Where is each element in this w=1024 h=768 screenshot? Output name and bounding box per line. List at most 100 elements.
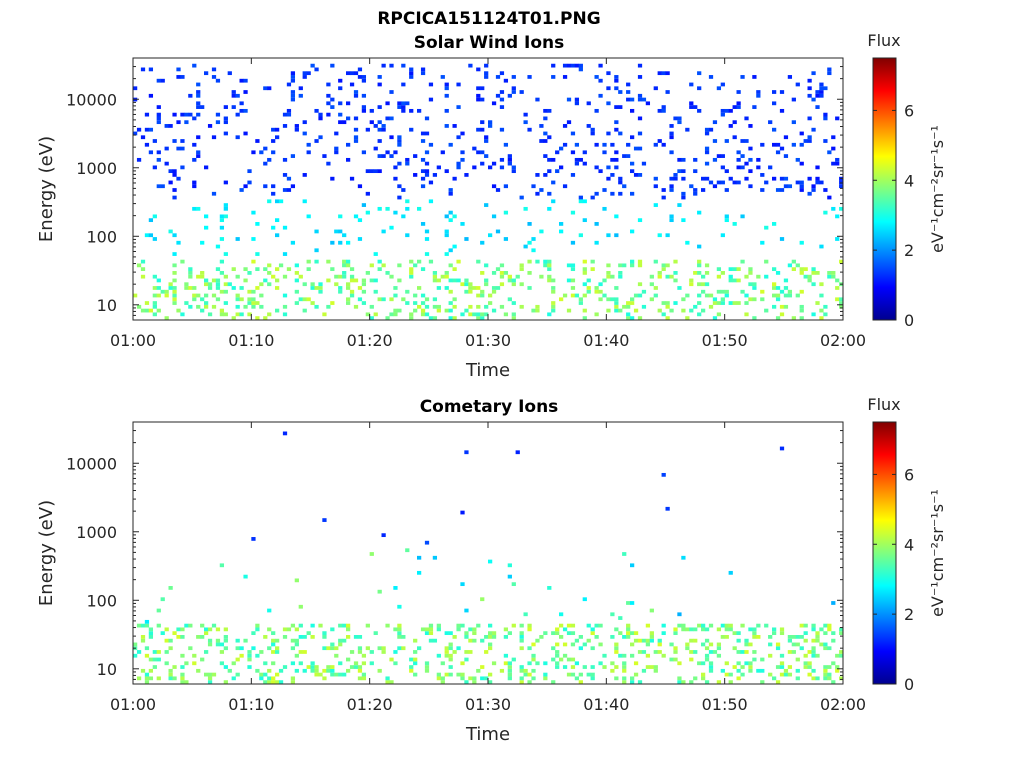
heatmap-cell xyxy=(294,124,299,128)
heatmap-cell xyxy=(255,252,260,256)
heatmap-cell xyxy=(839,676,844,681)
heatmap-cell xyxy=(357,668,363,673)
heatmap-cell xyxy=(795,157,800,162)
heatmap-cell xyxy=(306,214,311,219)
heatmap-cell xyxy=(819,180,824,185)
heatmap-cell xyxy=(361,282,367,287)
x-tick-label: 01:20 xyxy=(347,331,393,350)
heatmap-cell xyxy=(543,108,548,113)
heatmap-cell xyxy=(286,108,292,113)
heatmap-cell xyxy=(346,623,351,628)
heatmap-cell xyxy=(468,304,473,309)
heatmap-cell xyxy=(681,680,686,684)
heatmap-cell xyxy=(626,154,631,158)
heatmap-cell xyxy=(334,672,339,677)
heatmap-cell xyxy=(661,195,666,200)
heatmap-cell xyxy=(653,86,658,91)
heatmap-cell xyxy=(247,289,252,294)
heatmap-cell xyxy=(819,93,824,98)
heatmap-cell xyxy=(799,308,804,313)
colorbar-units-label: eV⁻¹cm⁻²sr⁻¹s⁻¹ xyxy=(928,125,947,253)
heatmap-cell xyxy=(448,672,453,677)
heatmap-cell xyxy=(357,676,363,681)
heatmap-cell xyxy=(495,286,501,290)
heatmap-cell xyxy=(476,150,481,155)
heatmap-cell xyxy=(586,672,591,677)
heatmap-cell xyxy=(172,289,177,294)
heatmap-cell xyxy=(673,631,678,636)
heatmap-cell xyxy=(819,86,824,91)
heatmap-cell xyxy=(598,169,603,174)
heatmap-cell xyxy=(306,259,311,264)
heatmap-cell xyxy=(649,282,654,287)
heatmap-cell xyxy=(409,75,414,79)
heatmap-cell xyxy=(704,680,710,684)
heatmap-cell xyxy=(397,161,402,166)
heatmap-cell xyxy=(614,286,619,290)
heatmap-cell xyxy=(622,552,627,556)
heatmap-cell xyxy=(286,112,292,117)
heatmap-cell xyxy=(708,623,714,628)
heatmap-cell xyxy=(468,638,473,643)
heatmap-cell xyxy=(503,210,509,215)
heatmap-cell xyxy=(330,668,335,673)
heatmap-cell xyxy=(452,635,457,639)
heatmap-cell xyxy=(322,646,327,651)
heatmap-cell xyxy=(614,650,619,654)
heatmap-cell xyxy=(184,282,189,287)
heatmap-cell xyxy=(338,78,343,83)
heatmap-cell xyxy=(649,608,654,613)
heatmap-cell xyxy=(827,676,832,681)
heatmap-cell xyxy=(701,308,706,313)
heatmap-cell xyxy=(626,635,631,639)
heatmap-cell xyxy=(215,638,221,643)
heatmap-cell xyxy=(555,150,560,155)
heatmap-cell xyxy=(172,271,177,275)
heatmap-cell xyxy=(630,301,635,305)
heatmap-cell xyxy=(787,289,793,294)
heatmap-cell xyxy=(196,635,201,639)
heatmap-cell xyxy=(172,112,177,117)
heatmap-cell xyxy=(405,289,410,294)
heatmap-cell xyxy=(594,222,599,226)
heatmap-cell xyxy=(298,650,303,654)
heatmap-cell xyxy=(499,71,505,76)
heatmap-cell xyxy=(720,297,725,302)
heatmap-cell xyxy=(480,665,485,669)
heatmap-cell xyxy=(633,672,639,677)
heatmap-cell xyxy=(614,157,619,162)
heatmap-cell xyxy=(602,206,607,211)
heatmap-cell xyxy=(523,672,528,677)
heatmap-cell xyxy=(152,139,157,143)
heatmap-cell xyxy=(831,274,836,279)
heatmap-cell xyxy=(152,165,157,170)
heatmap-cell xyxy=(799,289,804,294)
heatmap-cell xyxy=(697,282,702,287)
heatmap-cell xyxy=(448,191,453,196)
heatmap-cell xyxy=(152,237,157,241)
heatmap-cell xyxy=(724,108,729,113)
heatmap-cell xyxy=(361,301,367,305)
figure-title: RPCICA151124T01.PNG xyxy=(377,9,600,29)
heatmap-cell xyxy=(570,150,576,155)
heatmap-cell xyxy=(168,586,173,590)
heatmap-cell xyxy=(827,271,832,275)
heatmap-cell xyxy=(677,676,682,681)
heatmap-cell xyxy=(346,301,351,305)
heatmap-cell xyxy=(807,650,812,654)
heatmap-cell xyxy=(779,665,785,669)
heatmap-cell xyxy=(819,82,824,87)
heatmap-cell xyxy=(531,657,536,662)
heatmap-cell xyxy=(330,63,335,68)
heatmap-cell xyxy=(815,653,820,658)
heatmap-cell xyxy=(342,233,347,238)
heatmap-cell xyxy=(772,90,777,94)
heatmap-cell xyxy=(669,184,674,189)
heatmap-cell xyxy=(290,661,296,666)
heatmap-cell xyxy=(661,631,666,636)
heatmap-cell xyxy=(144,233,150,238)
heatmap-cell xyxy=(207,680,213,684)
heatmap-cell xyxy=(547,191,552,196)
heatmap-cell xyxy=(223,252,228,256)
heatmap-cell xyxy=(468,650,473,654)
